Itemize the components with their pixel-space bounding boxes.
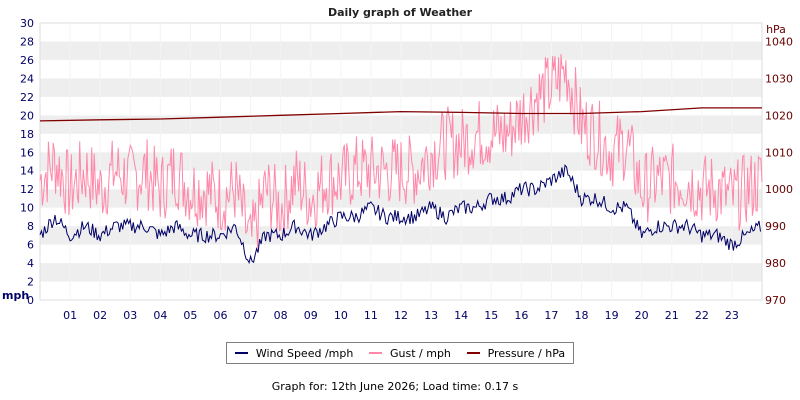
- left-tick-label: 16: [20, 146, 34, 159]
- left-tick-label: 8: [27, 220, 34, 233]
- x-tick-label: 16: [514, 309, 528, 322]
- x-tick-label: 11: [364, 309, 378, 322]
- x-tick-label: 01: [63, 309, 77, 322]
- left-tick-label: 24: [20, 72, 34, 85]
- x-tick-label: 13: [424, 309, 438, 322]
- x-tick-label: 22: [695, 309, 709, 322]
- left-tick-label: 14: [20, 165, 34, 178]
- x-tick-label: 21: [665, 309, 679, 322]
- x-tick-label: 20: [635, 309, 649, 322]
- right-tick-label: 1030: [765, 72, 793, 85]
- x-tick-label: 06: [214, 309, 228, 322]
- left-axis-label: mph: [2, 289, 29, 302]
- left-tick-label: 18: [20, 128, 34, 141]
- x-tick-label: 03: [123, 309, 137, 322]
- legend-swatch-wind: [234, 352, 248, 354]
- right-tick-label: 980: [765, 257, 786, 270]
- x-tick-label: 05: [183, 309, 197, 322]
- right-tick-label: 1040: [765, 35, 793, 48]
- left-tick-label: 4: [27, 257, 34, 270]
- right-tick-label: 970: [765, 294, 786, 307]
- chart-legend: Wind Speed /mph Gust / mph Pressure / hP…: [226, 342, 574, 364]
- x-tick-label: 23: [725, 309, 739, 322]
- x-axis-ticks: 01 02 03 04 05 06 07 08 09 10 11 12 13 14 15 16 17 18 19 20…: [63, 309, 739, 322]
- x-tick-label: 08: [274, 309, 288, 322]
- footer-text: Graph for: 12th June 2026; Load time: 0.…: [271, 380, 519, 393]
- x-tick-label: 02: [93, 309, 107, 322]
- right-axis-label: hPa: [766, 23, 786, 36]
- x-tick-label: 17: [544, 309, 558, 322]
- x-tick-label: 12: [394, 309, 408, 322]
- x-tick-label: 09: [304, 309, 318, 322]
- x-tick-label: 10: [334, 309, 348, 322]
- right-axis-ticks: 970 980 990 1000 1010 1020 1030 1040: [765, 35, 793, 307]
- series-gust-line: [39, 53, 763, 250]
- series-pressure-line: [39, 107, 762, 122]
- legend-item-gust: Gust / mph: [369, 347, 451, 360]
- series-wind-line: [39, 164, 761, 265]
- left-tick-label: 28: [20, 35, 34, 48]
- legend-label-gust: Gust / mph: [390, 346, 451, 360]
- legend-label-pressure: Pressure / hPa: [487, 346, 566, 360]
- x-tick-label: 14: [454, 309, 468, 322]
- left-tick-label: 10: [20, 202, 34, 215]
- right-tick-label: 1020: [765, 109, 793, 122]
- legend-label-wind: Wind Speed /mph: [255, 346, 354, 360]
- wind-speed-series: [39, 164, 761, 265]
- legend-swatch-pressure: [466, 352, 480, 354]
- left-tick-label: 0: [27, 294, 34, 307]
- x-tick-label: 07: [244, 309, 258, 322]
- right-tick-label: 990: [765, 220, 786, 233]
- left-tick-label: 12: [20, 183, 34, 196]
- weather-chart: Daily graph of Weather 02468101214161820…: [2, 6, 793, 322]
- left-tick-label: 20: [20, 109, 34, 122]
- right-tick-label: 1010: [765, 146, 793, 159]
- chart-title: Daily graph of Weather: [328, 6, 473, 19]
- x-tick-label: 15: [484, 309, 498, 322]
- x-tick-label: 18: [575, 309, 589, 322]
- legend-item-pressure: Pressure / hPa: [466, 346, 566, 360]
- x-tick-label: 19: [605, 309, 619, 322]
- left-tick-label: 26: [20, 54, 34, 67]
- gust-series: [39, 53, 763, 250]
- legend-item-wind: Wind Speed /mph: [234, 346, 354, 360]
- pressure-series: [39, 107, 762, 122]
- x-tick-label: 04: [153, 309, 167, 322]
- right-tick-label: 1000: [765, 183, 793, 196]
- left-tick-label: 30: [20, 17, 34, 30]
- left-tick-label: 22: [20, 91, 34, 104]
- left-tick-label: 2: [27, 276, 34, 289]
- legend-swatch-gust: [369, 352, 382, 354]
- left-tick-label: 6: [27, 239, 34, 252]
